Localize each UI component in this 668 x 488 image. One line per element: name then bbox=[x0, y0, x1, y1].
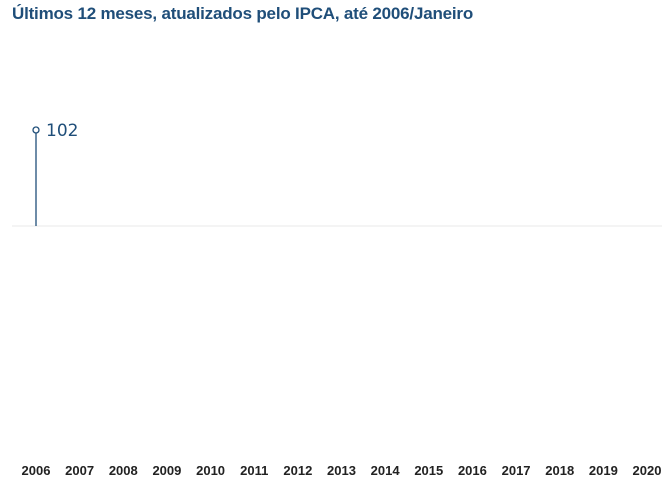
x-tick-label-2009: 2009 bbox=[152, 463, 181, 478]
x-tick-label-2007: 2007 bbox=[65, 463, 94, 478]
x-tick-label-2014: 2014 bbox=[371, 463, 401, 478]
x-tick-label-2020: 2020 bbox=[633, 463, 662, 478]
x-tick-label-2008: 2008 bbox=[109, 463, 138, 478]
x-tick-label-2013: 2013 bbox=[327, 463, 356, 478]
x-tick-label-2006: 2006 bbox=[22, 463, 51, 478]
x-tick-label-2018: 2018 bbox=[545, 463, 574, 478]
series-marks: 102 bbox=[32, 121, 78, 226]
x-tick-label-2019: 2019 bbox=[589, 463, 618, 478]
data-point-2006[interactable] bbox=[32, 126, 40, 134]
x-tick-label-2010: 2010 bbox=[196, 463, 225, 478]
x-tick-label-2015: 2015 bbox=[414, 463, 443, 478]
x-tick-label-2012: 2012 bbox=[283, 463, 312, 478]
data-label-2006: 102 bbox=[46, 121, 78, 141]
x-axis-ticks: 2006 2007 2008 2009 2010 2011 2012 2013 2014 2015… bbox=[22, 463, 662, 478]
x-tick-label-2017: 2017 bbox=[502, 463, 531, 478]
chart-title: Últimos 12 meses, atualizados pelo IPCA,… bbox=[12, 4, 474, 23]
x-tick-label-2011: 2011 bbox=[240, 463, 268, 478]
x-tick-label-2016: 2016 bbox=[458, 463, 487, 478]
